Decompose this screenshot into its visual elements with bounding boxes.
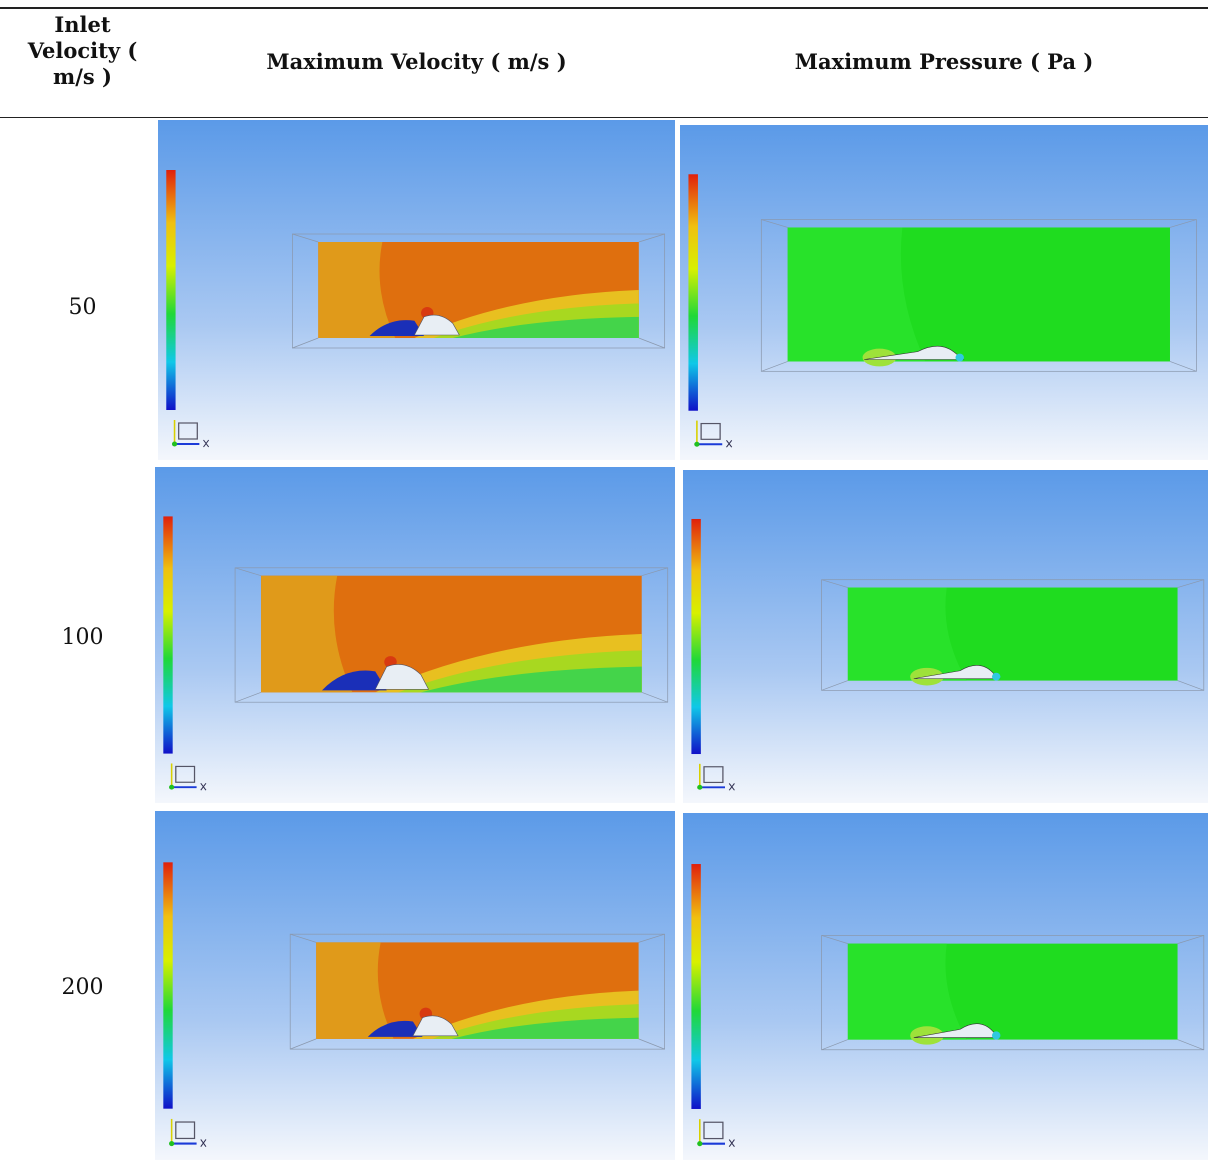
top-rule [0,7,1208,9]
header-cell: Maximum Velocity ( m/s ) [158,49,675,75]
row-label: 50 [0,295,165,320]
figure-svg [155,467,675,803]
color-bar [163,862,172,1108]
color-bar [688,174,698,410]
contour [956,354,964,362]
cfd-figure [155,467,675,803]
header-rule [0,117,1208,118]
page: Inlet Velocity ( m/s ) Maximum Velocity … [0,0,1208,1160]
figure-svg [683,470,1208,803]
color-bar [163,516,172,753]
cfd-figure [683,470,1208,803]
cfd-figure [158,120,675,460]
figure-svg [158,120,675,460]
header-cell: Inlet Velocity ( m/s ) [25,12,140,90]
header-cell: Maximum Pressure ( Pa ) [680,49,1208,75]
figure-svg [683,813,1208,1160]
color-bar [691,864,700,1109]
color-bar [691,519,700,754]
row-label: 100 [0,625,165,650]
figure-svg [155,811,675,1160]
cfd-figure [683,813,1208,1160]
cfd-figure [155,811,675,1160]
contour [992,1031,1000,1039]
row-label: 200 [0,975,165,1000]
contour [992,673,1000,681]
figure-svg [680,125,1208,460]
cfd-figure [680,125,1208,460]
color-bar [166,170,175,410]
